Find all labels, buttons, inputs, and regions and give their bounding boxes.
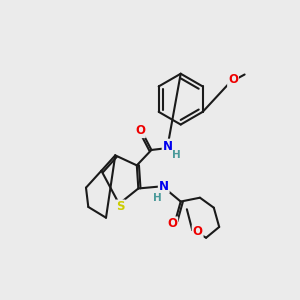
- Text: S: S: [116, 200, 125, 213]
- Text: O: O: [228, 74, 238, 86]
- Text: O: O: [167, 218, 177, 230]
- Text: O: O: [135, 124, 145, 137]
- Text: O: O: [193, 225, 202, 238]
- Text: N: N: [163, 140, 172, 153]
- Text: N: N: [159, 180, 169, 193]
- Text: H: H: [153, 193, 162, 203]
- Text: H: H: [172, 150, 181, 160]
